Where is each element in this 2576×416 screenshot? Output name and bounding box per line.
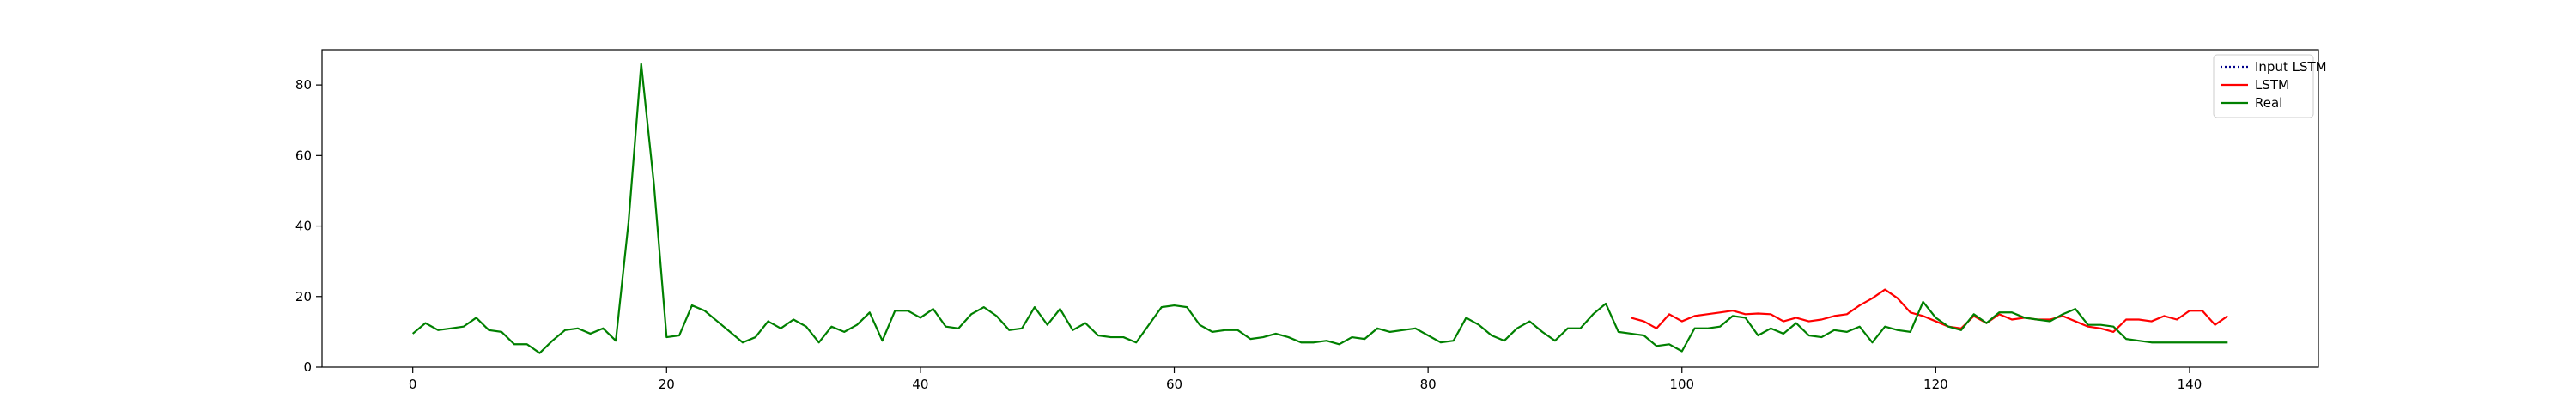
legend-box: [2213, 54, 2314, 118]
x-tick-label: 100: [1669, 377, 1694, 392]
x-tick-label: 20: [659, 377, 675, 392]
series-line-2: [411, 63, 2228, 354]
y-tick-label: 40: [295, 219, 312, 234]
x-tick-label: 80: [1420, 377, 1437, 392]
x-tick-label: 120: [1923, 377, 1948, 392]
x-tick-label: 60: [1166, 377, 1182, 392]
plot-area: [411, 63, 2228, 354]
y-tick-label: 60: [295, 148, 312, 163]
y-tick-label: 0: [303, 359, 312, 375]
axes: 0 20 40 60 80 100 120 140 0 20 40 60 80: [295, 49, 2319, 392]
legend-label-1: LSTM: [2255, 77, 2289, 93]
legend: Input LSTM LSTM Real: [2213, 54, 2327, 118]
y-tick-label: 20: [295, 289, 312, 304]
y-tick-label: 80: [295, 77, 312, 93]
legend-label-2: Real: [2255, 95, 2282, 111]
x-tick-label: 0: [409, 377, 417, 392]
series-line-1: [1631, 288, 2228, 333]
legend-label-0: Input LSTM: [2255, 59, 2327, 75]
plot-frame: [321, 49, 2319, 368]
x-tick-label: 40: [912, 377, 928, 392]
x-tick-label: 140: [2178, 377, 2202, 392]
